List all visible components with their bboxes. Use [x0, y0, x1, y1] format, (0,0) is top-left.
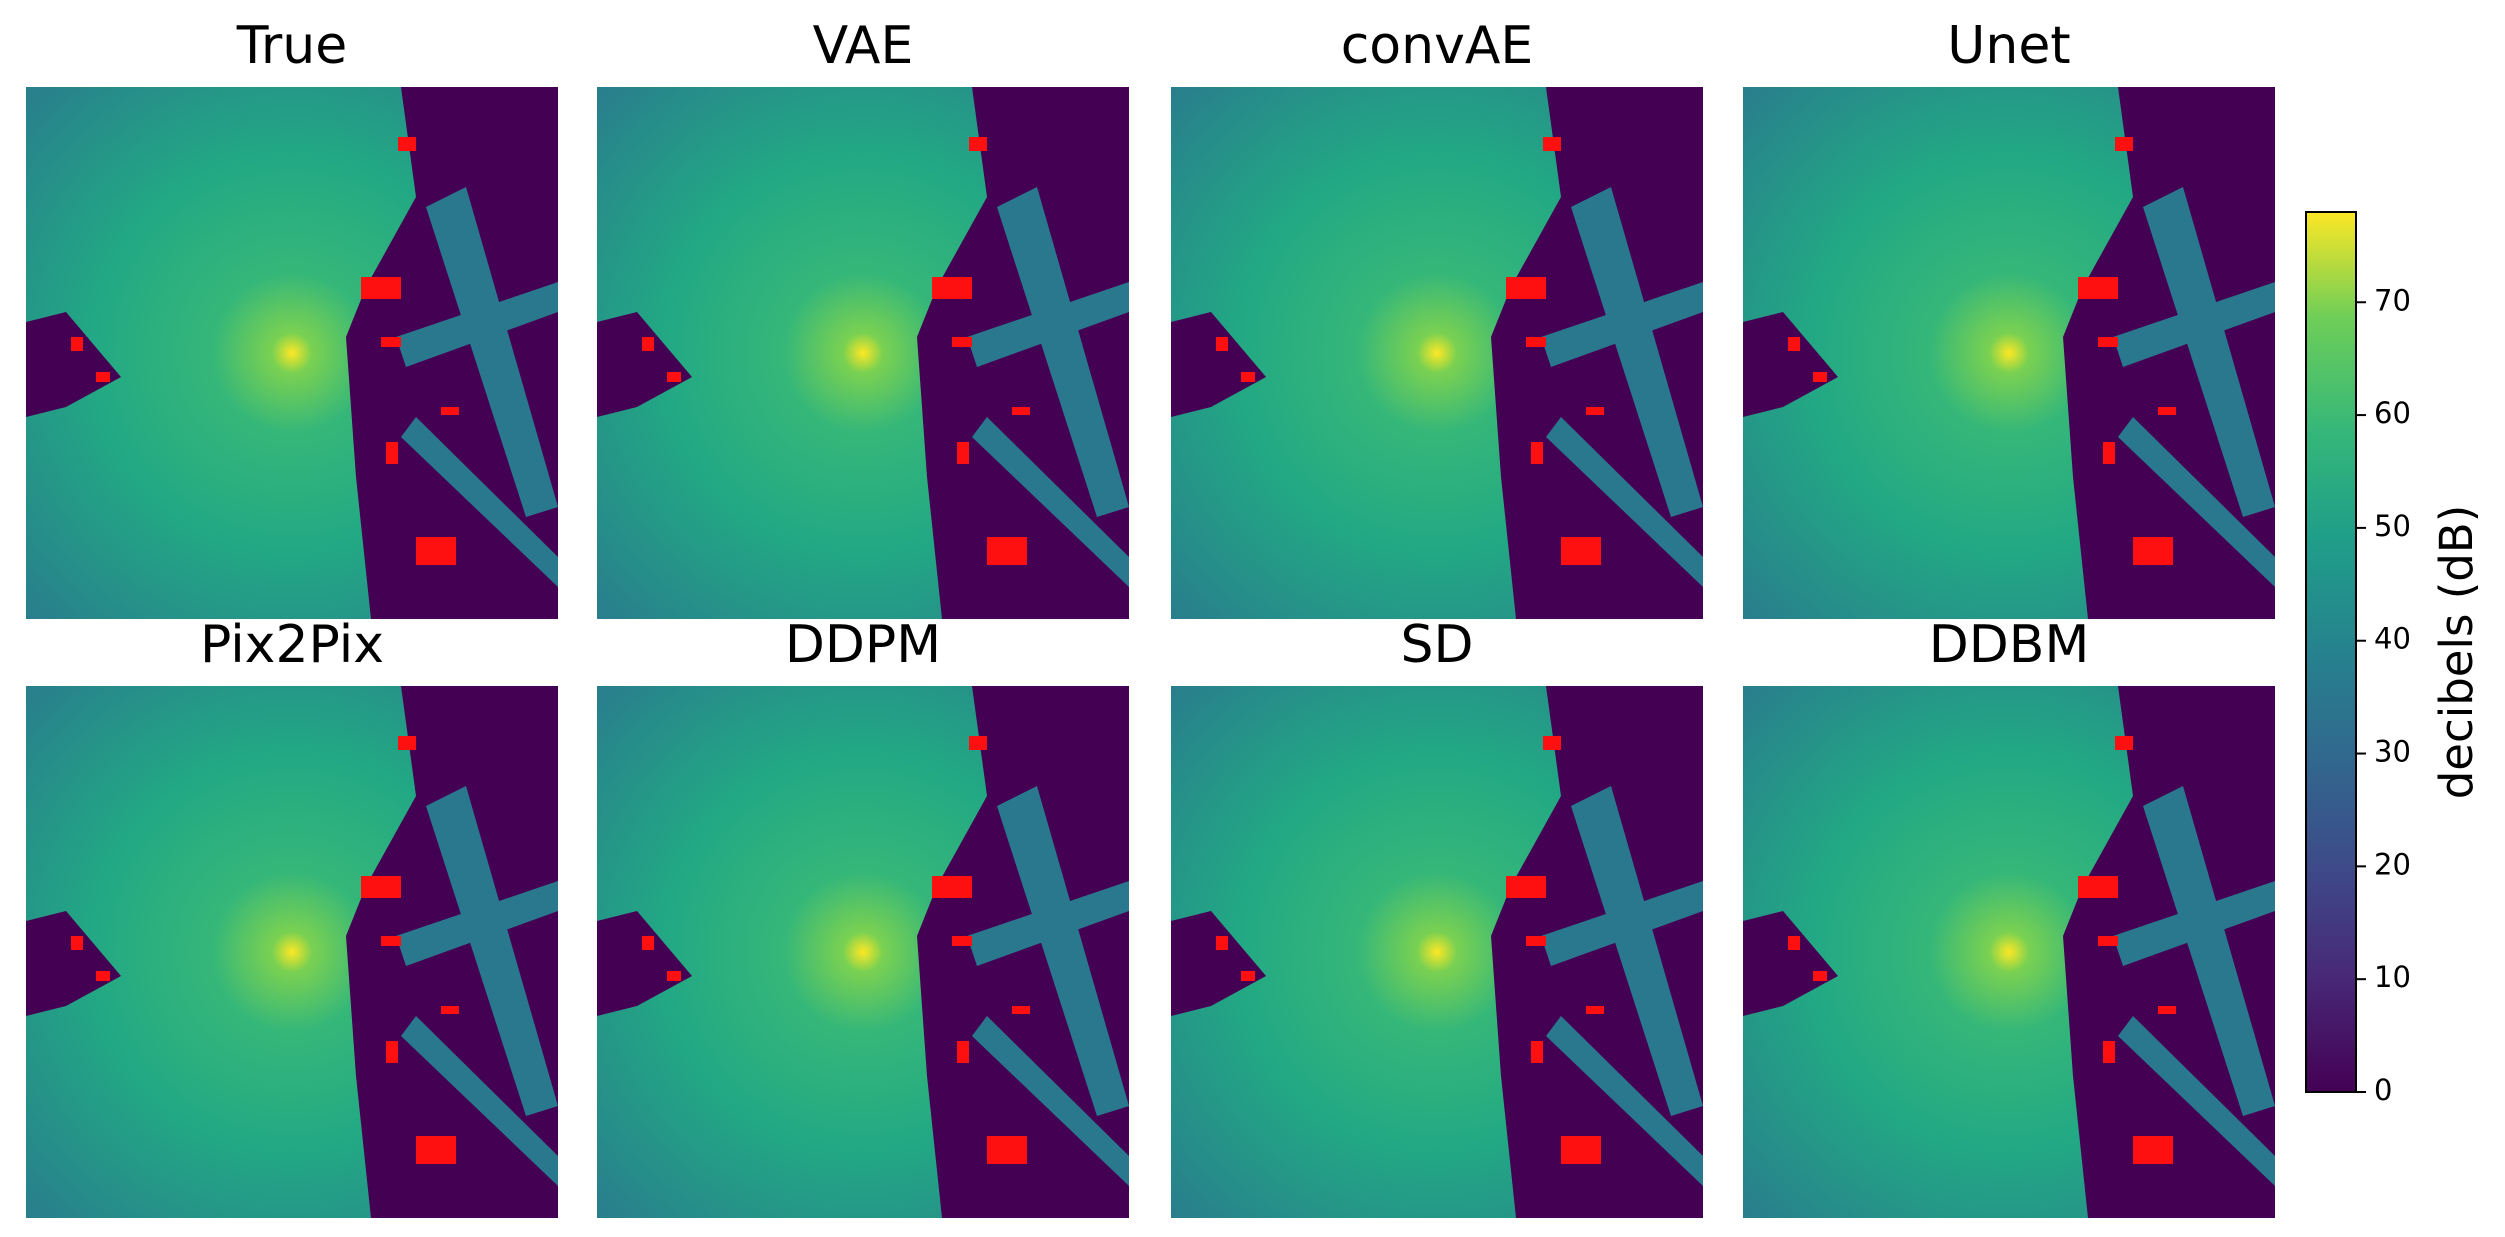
tick-label: 20 [2374, 847, 2411, 881]
panel-title: True [236, 16, 347, 76]
colorbar [2305, 211, 2357, 1093]
heatmap-panel [1171, 87, 1703, 619]
panel-title: convAE [1341, 16, 1534, 76]
panel-title: VAE [813, 16, 914, 76]
heatmap-panel [1171, 686, 1703, 1218]
panel-title: Unet [1947, 16, 2070, 76]
colorbar-label: decibels (dB) [2430, 505, 2483, 800]
tick-label: 30 [2374, 735, 2411, 769]
tick-label: 70 [2374, 283, 2411, 317]
panel-title: DDPM [785, 615, 941, 675]
heatmap-panel [26, 87, 558, 619]
tick-label: 40 [2374, 622, 2411, 656]
tick-label: 60 [2374, 396, 2411, 430]
panel-title: Pix2Pix [200, 615, 384, 675]
heatmap-panel [1743, 87, 2275, 619]
panel-title: DDBM [1929, 615, 2090, 675]
heatmap-panel [26, 686, 558, 1218]
panel-title: SD [1400, 615, 1473, 675]
heatmap-panel [1743, 686, 2275, 1218]
tick-label: 50 [2374, 509, 2411, 543]
heatmap-panel [597, 686, 1129, 1218]
heatmap-panel [597, 87, 1129, 619]
tick-label: 0 [2374, 1073, 2392, 1107]
tick-label: 10 [2374, 960, 2411, 994]
